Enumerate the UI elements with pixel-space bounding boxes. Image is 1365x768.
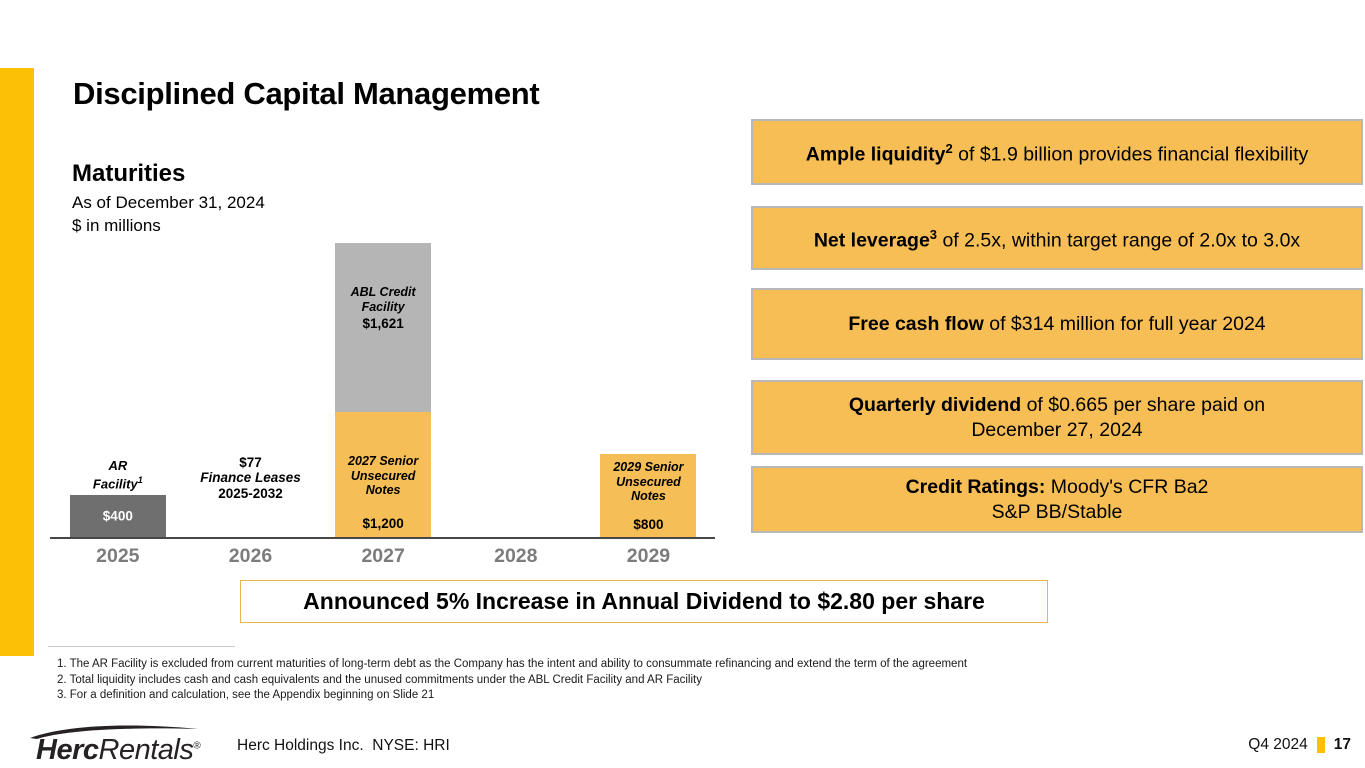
bar-value-label: $1,621 — [362, 316, 404, 331]
logo-swoosh-icon — [30, 725, 198, 739]
highlight-text: Ample liquidity2 of $1.9 billion provide… — [805, 141, 1309, 166]
chart-column-2026: 2026 $77 Finance Leases 2025-2032 — [184, 230, 317, 568]
x-axis-line — [50, 537, 715, 539]
maturities-bar-chart: 2025 $400 AR Facility1 2026 $77 Finance Leases… — [0, 230, 740, 575]
highlight-text: Credit Ratings: Moody's CFR Ba2 S&P BB/St… — [905, 475, 1209, 523]
bar-segment-2029-senior-unsecured-notes: 2029 Senior Unsecured Notes $800 — [600, 454, 697, 537]
announcement-text: Announced 5% Increase in Annual Dividend… — [303, 588, 985, 614]
page-number: 17 — [1333, 736, 1351, 753]
chart-units-label: $ in millions — [72, 216, 161, 235]
chart-column-2027: 2027 2027 Senior Unsecured Notes $1,200 ABL C… — [317, 230, 450, 567]
chart-subtitle: As of December 31, 2024 — [72, 193, 265, 212]
highlight-text: Net leverage3 of 2.5x, within target ran… — [813, 227, 1301, 252]
highlight-box-free-cash-flow: Free cash flow of $314 million for full … — [751, 288, 1363, 360]
x-axis-label: 2027 — [361, 545, 405, 567]
chart-column-2028: 2028 — [449, 230, 582, 567]
bar-value-label: $1,200 — [362, 516, 404, 531]
bar-name-label: ABL Credit Facility $1,621 — [335, 285, 431, 332]
chart-title: Maturities — [72, 160, 186, 187]
footnote-3: 3. For a definition and calculation, see… — [57, 689, 435, 702]
highlight-text: Quarterly dividend of $0.665 per share p… — [848, 393, 1266, 441]
bar-value-label: $400 — [102, 508, 133, 524]
finance-leases-note: $77 Finance Leases 2025-2032 — [200, 454, 301, 501]
above-bar-label: AR Facility1 — [92, 457, 143, 491]
period-label: Q4 2024 — [1248, 736, 1308, 753]
chart-column-2029: 2029 2029 Senior Unsecured Notes $800 — [582, 230, 715, 567]
x-axis-label: 2028 — [494, 545, 538, 567]
footnote-2: 2. Total liquidity includes cash and cas… — [57, 673, 702, 686]
footnotes: 1. The AR Facility is excluded from curr… — [57, 657, 1307, 704]
highlight-box-ample-liquidity: Ample liquidity2 of $1.9 billion provide… — [751, 119, 1363, 185]
bar-value-label: $800 — [633, 517, 664, 532]
x-axis-label: 2025 — [96, 545, 140, 567]
bar-name-label: 2029 Senior Unsecured Notes — [613, 460, 684, 503]
page-title: Disciplined Capital Management — [73, 75, 540, 111]
page-number-accent-bar — [1316, 737, 1325, 753]
logo-text: HercRentals® — [36, 734, 201, 766]
announcement-box: Announced 5% Increase in Annual Dividend… — [240, 580, 1048, 623]
highlight-box-quarterly-dividend: Quarterly dividend of $0.665 per share p… — [751, 380, 1363, 455]
registered-mark: ® — [193, 740, 201, 752]
x-axis-label: 2026 — [228, 545, 273, 567]
highlight-box-net-leverage: Net leverage3 of 2.5x, within target ran… — [751, 206, 1363, 270]
highlight-text: Free cash flow of $314 million for full … — [848, 312, 1266, 335]
bar-segment-ar-facility: $400 — [69, 495, 166, 537]
footnote-divider — [48, 646, 235, 647]
x-axis-label: 2029 — [626, 545, 671, 567]
highlight-box-credit-ratings: Credit Ratings: Moody's CFR Ba2 S&P BB/St… — [751, 466, 1363, 533]
footnote-1: 1. The AR Facility is excluded from curr… — [57, 658, 968, 670]
bar-name-label: 2027 Senior Unsecured Notes — [348, 454, 419, 497]
chart-column-2025: 2025 $400 AR Facility1 — [52, 230, 185, 567]
footer-right: Q4 2024 17 — [1248, 736, 1351, 754]
bar-segment-abl-credit-facility: ABL Credit Facility $1,621 — [335, 243, 432, 412]
left-accent-bar — [0, 68, 34, 656]
herc-rentals-logo: HercRentals® — [20, 723, 230, 766]
company-ticker-text: Herc Holdings Inc. NYSE: HRI — [237, 737, 450, 754]
bar-segment-2027-senior-unsecured-notes: 2027 Senior Unsecured Notes $1,200 — [335, 412, 432, 537]
